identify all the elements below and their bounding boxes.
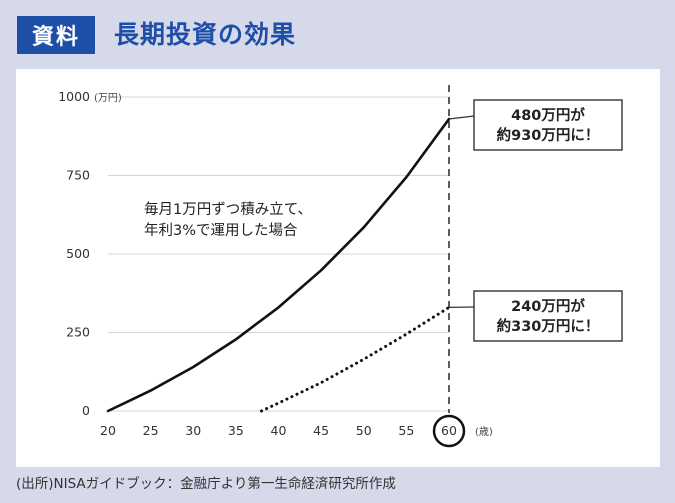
x-tick-label: 25 — [143, 423, 159, 438]
x-tick-label: 35 — [228, 423, 244, 438]
callout-text: 約930万円に！ — [497, 126, 600, 144]
callout-box — [473, 290, 623, 342]
x-tick-label: 55 — [398, 423, 414, 438]
annotation-line: 年利3%で運用した場合 — [144, 222, 298, 239]
y-tick-label: 500 — [66, 246, 90, 261]
document-badge: 資料 — [17, 16, 95, 54]
x-tick-label: 30 — [185, 423, 201, 438]
callout-box — [473, 99, 623, 151]
chart-panel: 0 250 500 750 1000 (万円) 20 25 30 35 40 45 50 55 60 (歳) 毎… — [16, 69, 660, 467]
x-tick-label: 40 — [271, 423, 287, 438]
annotation-line: 毎月1万円ずつ積み立て、 — [144, 201, 312, 218]
callout-text: 480万円が — [511, 106, 585, 124]
x-tick-label: 60 — [441, 423, 457, 438]
series-line-solid — [106, 117, 451, 413]
y-tick-label: 1000 — [58, 89, 90, 104]
y-tick-label: 250 — [66, 325, 90, 340]
chart: 0 250 500 750 1000 (万円) 20 25 30 35 40 45 50 55 60 (歳) 毎… — [58, 85, 623, 448]
x-tick-label: 50 — [356, 423, 372, 438]
callout-leader — [448, 115, 475, 120]
source-note: (出所)NISAガイドブック：金融庁より第一生命経済研究所作成 — [16, 476, 396, 492]
y-tick-label: 0 — [82, 403, 90, 418]
callout-text: 240万円が — [511, 297, 585, 315]
callout-text: 約330万円に！ — [497, 317, 600, 335]
page-title: 長期投資の効果 — [114, 20, 297, 49]
x-unit-label: (歳) — [475, 426, 493, 438]
x-tick-label: 45 — [313, 423, 329, 438]
y-unit-label: (万円) — [94, 93, 122, 104]
y-tick-label: 750 — [66, 168, 90, 183]
highlight-circle — [432, 414, 466, 448]
x-tick-label: 20 — [100, 423, 116, 438]
header: 資料 長期投資の効果 — [0, 0, 675, 70]
series-line-dotted — [260, 305, 451, 413]
